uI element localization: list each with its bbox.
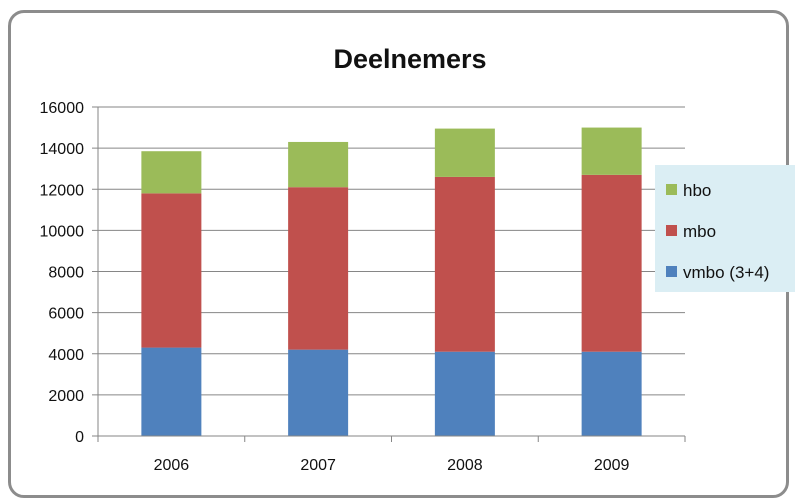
x-tick-label: 2008 (447, 457, 483, 474)
bar-2009-vmbo-3-4 (581, 351, 642, 436)
legend-label: hbo (683, 181, 711, 200)
bar-2008-mbo (434, 176, 495, 352)
bar-2007-vmbo-3-4 (288, 349, 349, 436)
x-tick-label: 2007 (300, 457, 336, 474)
y-tick-label: 2000 (48, 388, 84, 405)
bars (141, 127, 642, 436)
legend-label: mbo (683, 222, 716, 241)
x-tick-label: 2006 (154, 457, 190, 474)
legend-swatch (666, 225, 677, 236)
legend-swatch (666, 266, 677, 277)
legend: hbo mbo vmbo (3+4) (655, 165, 795, 292)
bar-2007-mbo (288, 187, 349, 350)
bar-2009-hbo (581, 127, 642, 175)
x-axis-tick-labels: 2006 2007 2008 2009 (154, 457, 630, 474)
y-tick-label: 6000 (48, 306, 84, 323)
y-tick-label: 8000 (48, 265, 84, 282)
bar-2006-hbo (141, 151, 202, 194)
y-axis-tick-labels: 0 2000 4000 6000 8000 10000 12000 14000 16000 (40, 100, 85, 446)
bar-2008-hbo (434, 128, 495, 177)
y-tick-label: 0 (75, 429, 84, 446)
y-tick-label: 12000 (40, 182, 85, 199)
y-tick-label: 16000 (40, 100, 85, 117)
bar-2007-hbo (288, 141, 349, 188)
bar-2008-vmbo-3-4 (434, 351, 495, 436)
legend-label: vmbo (3+4) (683, 263, 769, 282)
bar-2009-mbo (581, 174, 642, 352)
bar-2006-mbo (141, 193, 202, 348)
stacked-bar-chart: Deelnemers 0 2000 4000 6000 8000 10000 12000 14… (40, 44, 795, 474)
y-tick-label: 4000 (48, 347, 84, 364)
x-tick-label: 2009 (594, 457, 630, 474)
legend-box (655, 165, 795, 292)
chart-title: Deelnemers (333, 44, 486, 74)
legend-swatch (666, 184, 677, 195)
y-tick-label: 14000 (40, 141, 85, 158)
bar-2006-vmbo-3-4 (141, 347, 202, 436)
y-tick-label: 10000 (40, 223, 85, 240)
axes (92, 106, 686, 442)
